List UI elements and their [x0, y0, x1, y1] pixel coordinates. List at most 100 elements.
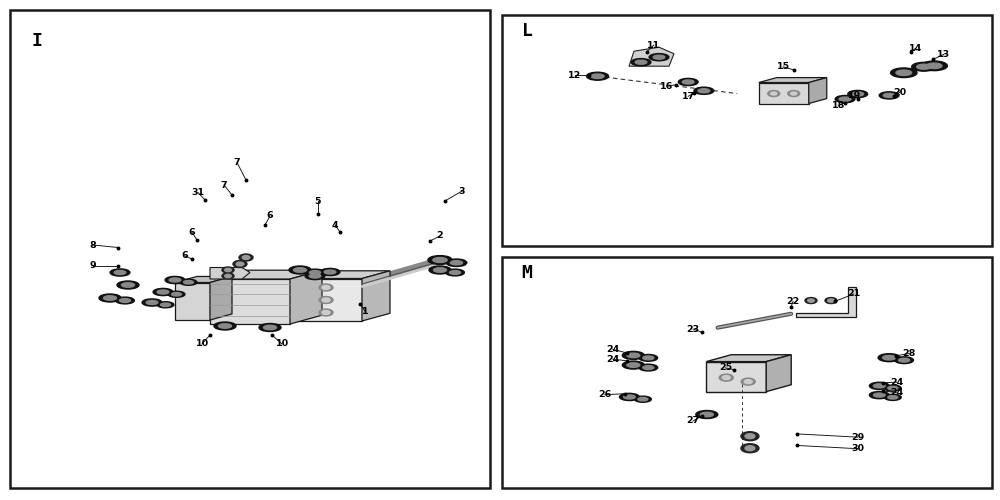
Ellipse shape [116, 297, 134, 304]
Polygon shape [706, 354, 791, 362]
Ellipse shape [324, 270, 336, 274]
Text: 20: 20 [893, 88, 906, 96]
Text: 6: 6 [267, 212, 273, 220]
Ellipse shape [873, 393, 885, 397]
Polygon shape [210, 268, 250, 279]
Polygon shape [175, 282, 210, 320]
Ellipse shape [883, 94, 895, 98]
Circle shape [719, 374, 733, 381]
Circle shape [828, 299, 834, 302]
Ellipse shape [879, 92, 899, 99]
Circle shape [242, 256, 250, 260]
Ellipse shape [289, 266, 311, 274]
Ellipse shape [306, 269, 324, 276]
Ellipse shape [649, 54, 669, 61]
Ellipse shape [620, 394, 639, 400]
Ellipse shape [165, 276, 185, 283]
Bar [502, 256, 992, 488]
Ellipse shape [591, 74, 604, 78]
Circle shape [222, 273, 234, 279]
Ellipse shape [627, 353, 640, 358]
Circle shape [233, 260, 247, 268]
Ellipse shape [888, 396, 898, 399]
Polygon shape [759, 82, 809, 103]
Circle shape [225, 274, 231, 278]
Ellipse shape [631, 58, 651, 66]
Polygon shape [796, 286, 856, 316]
Ellipse shape [161, 303, 170, 306]
Text: 28: 28 [902, 349, 915, 358]
Ellipse shape [446, 259, 467, 266]
Text: 2: 2 [437, 232, 443, 240]
Text: 24: 24 [890, 378, 904, 386]
Ellipse shape [878, 354, 900, 362]
Text: 26: 26 [598, 390, 612, 399]
Circle shape [825, 298, 837, 304]
Ellipse shape [643, 366, 654, 370]
Text: 8: 8 [90, 240, 96, 250]
Ellipse shape [433, 258, 447, 262]
Polygon shape [175, 276, 232, 282]
Polygon shape [210, 279, 290, 324]
Ellipse shape [259, 324, 281, 332]
Ellipse shape [884, 385, 901, 391]
Ellipse shape [896, 70, 912, 75]
Circle shape [788, 90, 800, 96]
Ellipse shape [104, 296, 116, 300]
Ellipse shape [895, 357, 913, 364]
Ellipse shape [114, 270, 126, 274]
Circle shape [322, 298, 330, 302]
Ellipse shape [624, 395, 635, 399]
Ellipse shape [643, 356, 654, 360]
Ellipse shape [835, 96, 855, 102]
Text: 1: 1 [362, 306, 368, 316]
Circle shape [741, 378, 755, 385]
Ellipse shape [883, 356, 896, 360]
Ellipse shape [921, 61, 947, 70]
Ellipse shape [172, 292, 181, 296]
Ellipse shape [926, 63, 942, 68]
Text: I: I [32, 32, 42, 50]
Circle shape [322, 310, 330, 314]
Ellipse shape [873, 384, 885, 388]
Ellipse shape [449, 270, 461, 274]
Ellipse shape [700, 412, 713, 417]
Ellipse shape [622, 361, 644, 369]
Ellipse shape [639, 354, 658, 362]
Ellipse shape [891, 68, 917, 78]
Text: 22: 22 [786, 297, 800, 306]
Ellipse shape [694, 87, 714, 94]
Text: 10: 10 [275, 340, 289, 348]
Text: 24: 24 [890, 388, 904, 398]
Circle shape [319, 284, 333, 291]
Ellipse shape [294, 268, 306, 272]
Text: 24: 24 [606, 354, 619, 364]
Ellipse shape [639, 364, 658, 371]
Ellipse shape [218, 324, 232, 328]
Ellipse shape [142, 299, 162, 306]
Ellipse shape [698, 88, 710, 93]
Polygon shape [629, 47, 674, 66]
Circle shape [744, 380, 752, 384]
Ellipse shape [678, 78, 698, 86]
Circle shape [236, 262, 244, 266]
Ellipse shape [434, 268, 446, 272]
Ellipse shape [214, 322, 236, 330]
Text: 16: 16 [660, 82, 673, 90]
Ellipse shape [168, 291, 185, 298]
Text: 10: 10 [195, 340, 209, 348]
Ellipse shape [848, 90, 868, 98]
Ellipse shape [99, 294, 121, 302]
Ellipse shape [264, 325, 276, 330]
Circle shape [225, 268, 231, 272]
Ellipse shape [146, 300, 158, 304]
Ellipse shape [119, 298, 131, 302]
Text: 13: 13 [937, 50, 951, 59]
Ellipse shape [122, 283, 134, 287]
Bar [502, 15, 992, 246]
Polygon shape [759, 78, 827, 82]
Text: 19: 19 [848, 92, 861, 100]
Ellipse shape [184, 280, 193, 284]
Text: 6: 6 [189, 228, 195, 237]
Text: 23: 23 [687, 324, 700, 334]
